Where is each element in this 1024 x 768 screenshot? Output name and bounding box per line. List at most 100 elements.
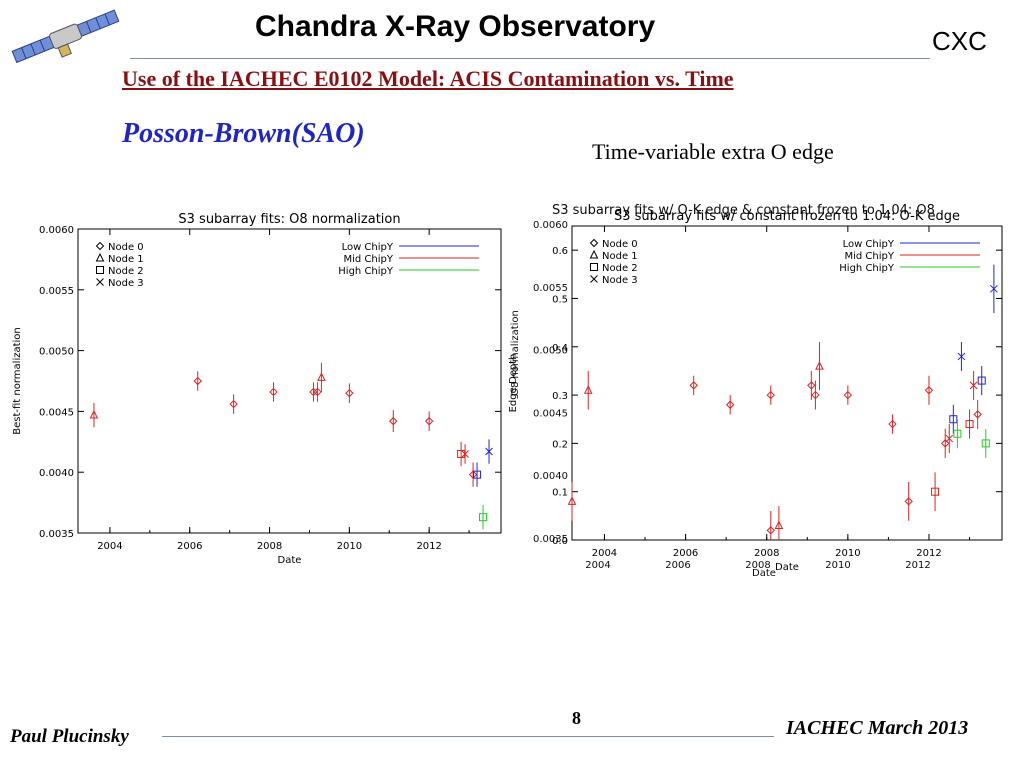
legend-series-label: Low ChipY bbox=[342, 242, 394, 253]
page-number: 8 bbox=[572, 708, 581, 728]
data-point bbox=[981, 439, 990, 448]
footer-event: IACHEC March 2013 bbox=[786, 717, 969, 739]
y-tick-label: 0.5 bbox=[552, 294, 568, 305]
legend-marker-icon bbox=[95, 241, 105, 251]
x-tick-label: 2008 bbox=[257, 541, 282, 552]
y-tick-label: 0.6 bbox=[552, 246, 568, 257]
x-tick-label: 2010 bbox=[337, 541, 362, 552]
x-tick-label: 2006 bbox=[177, 541, 202, 552]
legend-series-label: High ChipY bbox=[338, 266, 394, 277]
overlay-title: S3 subarray fits w/ O-K edge & constant … bbox=[552, 203, 935, 218]
data-point bbox=[424, 416, 434, 426]
legend-marker-icon bbox=[95, 252, 105, 262]
x-tick-label: 2004 bbox=[97, 541, 122, 552]
data-point bbox=[479, 513, 488, 522]
data-point bbox=[969, 381, 978, 390]
data-point bbox=[766, 526, 775, 535]
data-point bbox=[977, 376, 986, 385]
data-point bbox=[567, 496, 577, 505]
data-point bbox=[389, 416, 398, 426]
x-axis-label: Date bbox=[278, 555, 302, 566]
data-point bbox=[317, 372, 326, 381]
data-point bbox=[461, 450, 469, 458]
data-point bbox=[473, 470, 482, 479]
data-point bbox=[485, 447, 493, 456]
legend-marker-label: Node 3 bbox=[602, 275, 638, 286]
footer-author: Paul Plucinsky bbox=[10, 726, 129, 747]
overlay-x-tick-label: 2006 bbox=[665, 560, 690, 571]
data-point bbox=[904, 497, 913, 506]
data-point bbox=[89, 409, 99, 419]
x-tick-label: 2006 bbox=[673, 548, 698, 559]
footer-divider bbox=[162, 736, 774, 737]
data-point bbox=[766, 390, 775, 400]
data-point bbox=[924, 386, 934, 395]
data-point bbox=[843, 390, 853, 400]
data-point bbox=[990, 284, 998, 293]
data-point bbox=[815, 360, 824, 370]
overlay-y-tick-label: 0.0040 bbox=[533, 471, 568, 482]
left-chart: S3 subarray fits: O8 normalization 0.0035… bbox=[12, 212, 502, 566]
y-tick-label: 0.0035 bbox=[39, 529, 74, 540]
data-point bbox=[229, 399, 238, 409]
legend-marker-label: Node 3 bbox=[108, 278, 144, 289]
overlay-y-tick-label: 0.0050 bbox=[533, 346, 568, 357]
y-tick-label: 0.0060 bbox=[39, 225, 74, 236]
x-axis-label: Date bbox=[775, 562, 799, 573]
legend-marker-label: Node 2 bbox=[108, 266, 144, 277]
legend-series-label: High ChipY bbox=[839, 263, 895, 274]
x-tick-label: 2008 bbox=[754, 548, 779, 559]
legend-marker-icon bbox=[96, 278, 104, 286]
data-point bbox=[774, 520, 784, 530]
data-point bbox=[973, 410, 982, 419]
overlay-axes: S3 subarray fits w/ O-K edge & constant … bbox=[510, 203, 935, 579]
data-point bbox=[957, 352, 966, 361]
y-tick-label: 0.1 bbox=[552, 488, 568, 499]
org-label: CXC bbox=[932, 26, 987, 56]
legend-series-label: Mid ChipY bbox=[344, 254, 394, 265]
legend-marker-icon bbox=[589, 249, 599, 259]
legend-marker-label: Node 1 bbox=[108, 254, 144, 265]
x-tick-label: 2010 bbox=[835, 548, 860, 559]
legend-marker-icon bbox=[96, 266, 104, 274]
overlay-y-tick-label: 0.0045 bbox=[533, 408, 568, 419]
legend-marker-label: Node 1 bbox=[602, 251, 638, 262]
data-point bbox=[726, 400, 735, 409]
legend-marker-icon bbox=[590, 263, 598, 271]
y-tick-label: 0.0050 bbox=[39, 347, 74, 358]
overlay-x-axis-label: Date bbox=[752, 568, 776, 579]
right-plot-caption: Time-variable extra O edge bbox=[592, 139, 834, 164]
plot-frame bbox=[77, 228, 502, 534]
satellite-logo-icon bbox=[8, 8, 126, 72]
data-point bbox=[269, 387, 278, 397]
y-tick-label: 0.2 bbox=[552, 439, 568, 450]
x-tick-label: 2004 bbox=[592, 548, 617, 559]
data-point bbox=[345, 388, 354, 398]
data-point bbox=[953, 429, 962, 438]
overlay-y-axis-label: O8 normalization bbox=[510, 310, 521, 396]
data-point bbox=[941, 439, 950, 448]
data-point bbox=[193, 376, 202, 386]
chart-title: S3 subarray fits: O8 normalization bbox=[178, 212, 400, 227]
overlay-y-tick-label: 0.0055 bbox=[533, 283, 568, 294]
overlay-x-tick-label: 2010 bbox=[825, 560, 850, 571]
legend-series-label: Low ChipY bbox=[843, 239, 895, 250]
y-tick-label: 0.0045 bbox=[39, 407, 74, 418]
y-axis-label: Edge Depth bbox=[508, 354, 519, 413]
legend-series-label: Mid ChipY bbox=[845, 251, 895, 262]
overlay-x-tick-label: 2008 bbox=[745, 560, 770, 571]
y-axis-label: Best-fit normalization bbox=[12, 327, 23, 435]
y-tick-label: 0.3 bbox=[552, 391, 568, 402]
data-point bbox=[931, 487, 940, 496]
data-point bbox=[807, 381, 816, 390]
y-tick-label: 0.0 bbox=[552, 536, 568, 547]
data-point bbox=[811, 390, 820, 400]
data-point bbox=[888, 419, 897, 429]
overlay-y-tick-label: 0.0035 bbox=[533, 534, 568, 545]
overlay-x-tick-label: 2004 bbox=[585, 560, 610, 571]
legend-marker-label: Node 0 bbox=[108, 242, 144, 253]
plot-frame bbox=[571, 225, 1003, 541]
legend-marker-icon bbox=[590, 275, 598, 283]
legend-marker-label: Node 0 bbox=[602, 239, 638, 250]
data-point bbox=[949, 415, 958, 424]
